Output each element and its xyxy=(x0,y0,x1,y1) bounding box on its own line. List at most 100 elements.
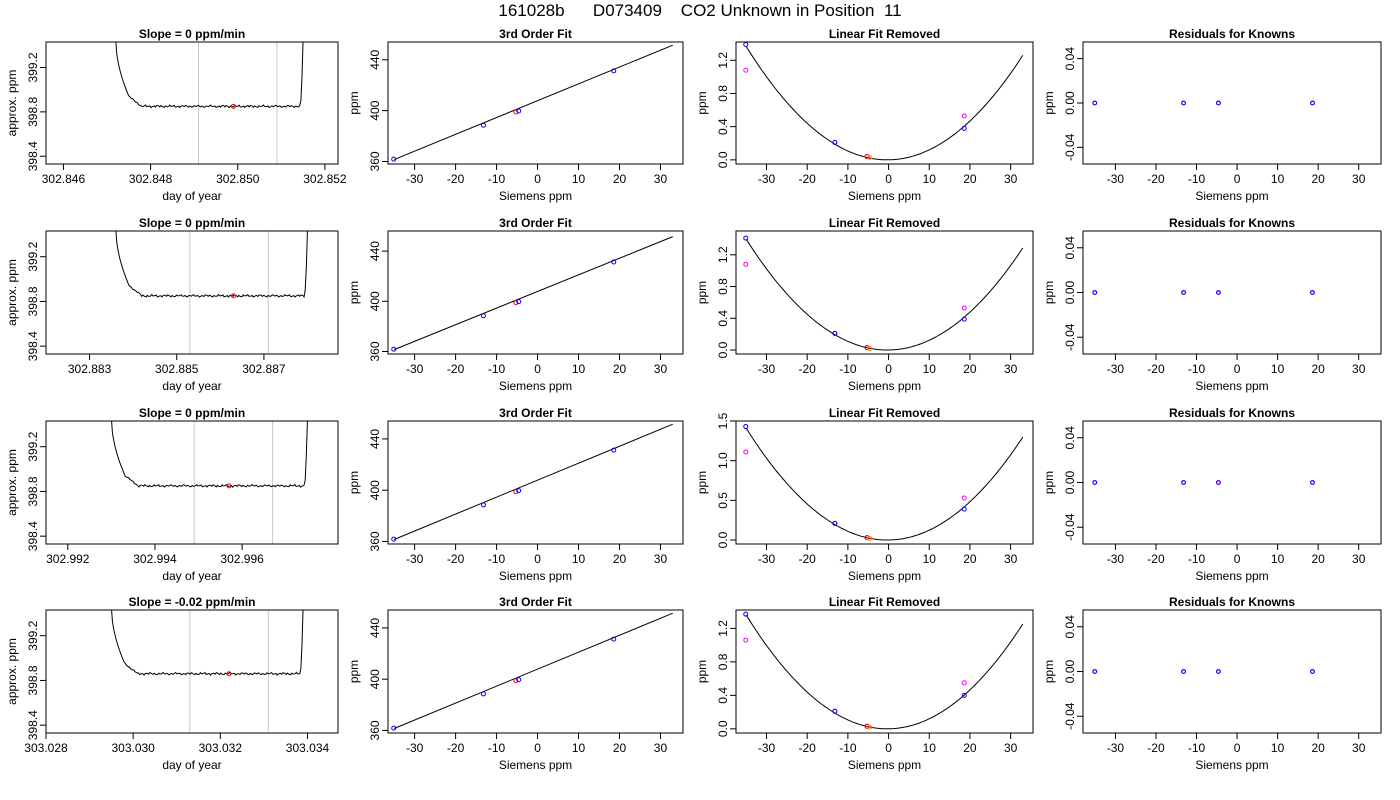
panel-title: Residuals for Knowns xyxy=(1169,406,1295,420)
fit-line xyxy=(393,423,673,540)
x-axis-label: day of year xyxy=(162,189,221,203)
y-axis-label: ppm xyxy=(1042,471,1056,494)
x-tick-label: 10 xyxy=(1271,172,1285,186)
y-tick-label: 360 xyxy=(368,151,382,171)
data-point xyxy=(513,489,519,495)
x-tick-label: 30 xyxy=(1004,552,1018,566)
x-tick-label: -10 xyxy=(1188,741,1206,755)
blue-point xyxy=(743,235,749,241)
residual-point xyxy=(1181,669,1186,674)
x-tick-label: -10 xyxy=(1188,552,1206,566)
magenta-point xyxy=(961,305,967,311)
residual-point xyxy=(1092,669,1098,674)
x-tick-label: 0 xyxy=(1234,741,1241,755)
x-tick-label: -20 xyxy=(1147,362,1165,376)
x-tick-label: 10 xyxy=(572,172,586,186)
x-tick-label: 20 xyxy=(613,172,627,186)
y-tick-label: 0.00 xyxy=(1063,659,1077,683)
x-tick-label: 20 xyxy=(613,362,627,376)
plot-area xyxy=(1092,669,1315,674)
x-tick-label: 302.994 xyxy=(133,552,177,566)
x-tick-label: 30 xyxy=(654,741,668,755)
y-tick-label: 0.0 xyxy=(716,341,730,358)
panel-r3-c2: Linear Fit Removed -30 -20 -10 0 10 20 30 0.0 0.4… xyxy=(695,595,1034,772)
x-axis-label: Siemens ppm xyxy=(1195,189,1268,203)
panel-r1-c1: 3rd Order Fit -30 -20 -10 0 10 20 30 360 400 440 Si… xyxy=(347,216,684,393)
x-axis-label: Siemens ppm xyxy=(499,189,572,203)
x-tick-label: 20 xyxy=(963,552,977,566)
x-tick-label: -20 xyxy=(1147,552,1165,566)
x-tick-label: -10 xyxy=(1188,172,1206,186)
y-tick-label: 0.4 xyxy=(716,118,730,135)
x-axis-label: Siemens ppm xyxy=(499,569,572,583)
y-tick-label: 0.4 xyxy=(716,687,730,704)
analyzer-trace xyxy=(115,231,308,298)
residual-point xyxy=(1310,290,1315,295)
mean-marker xyxy=(230,103,236,109)
x-tick-label: 20 xyxy=(1311,172,1325,186)
x-tick-label: 302.850 xyxy=(216,172,260,186)
residual-point xyxy=(1310,100,1315,106)
x-tick-label: 20 xyxy=(963,172,977,186)
data-point xyxy=(611,259,617,265)
plot-frame xyxy=(735,609,1034,734)
plot-frame xyxy=(45,420,339,545)
panel-title: Linear Fit Removed xyxy=(829,216,940,230)
x-tick-label: -20 xyxy=(799,741,817,755)
x-tick-label: -30 xyxy=(406,172,424,186)
y-tick-label: 360 xyxy=(368,531,382,551)
x-tick-label: 0 xyxy=(534,552,541,566)
blue-point xyxy=(864,345,870,351)
plot-area xyxy=(391,423,673,542)
x-tick-label: -30 xyxy=(758,172,776,186)
x-tick-label: 30 xyxy=(1352,172,1366,186)
x-tick-label: -30 xyxy=(758,741,776,755)
y-axis-label: ppm xyxy=(347,91,361,114)
x-tick-label: 10 xyxy=(572,552,586,566)
y-tick-label: 400 xyxy=(368,480,382,500)
x-tick-label: 20 xyxy=(1311,362,1325,376)
x-axis-label: Siemens ppm xyxy=(848,189,921,203)
panel-r3-c0: Slope = -0.02 ppm/min 303.028 303.030 303.0… xyxy=(5,595,339,772)
y-axis-label: ppm xyxy=(1042,91,1056,114)
y-tick-label: -0.04 xyxy=(1063,323,1077,351)
analyzer-trace xyxy=(111,421,308,488)
plot-area xyxy=(1092,290,1315,295)
x-tick-label: 0 xyxy=(1234,552,1241,566)
fit-line xyxy=(393,612,673,729)
panel-title: 3rd Order Fit xyxy=(499,595,572,609)
x-axis-label: Siemens ppm xyxy=(848,758,921,772)
panel-title: Slope = 0 ppm/min xyxy=(139,27,245,41)
magenta-point xyxy=(961,680,967,686)
x-tick-label: 30 xyxy=(1004,741,1018,755)
x-tick-label: 0 xyxy=(885,552,892,566)
y-tick-label: -0.04 xyxy=(1063,513,1077,541)
plot-frame xyxy=(387,420,684,545)
plot-frame xyxy=(1082,420,1382,545)
y-axis-label: ppm xyxy=(1042,281,1056,304)
plot-frame xyxy=(735,230,1034,355)
x-tick-label: -10 xyxy=(488,172,506,186)
x-tick-label: -20 xyxy=(1147,172,1165,186)
x-tick-label: -30 xyxy=(758,552,776,566)
x-tick-label: -20 xyxy=(799,172,817,186)
residual-curve xyxy=(745,427,1024,541)
y-axis-label: ppm xyxy=(695,281,709,304)
residual-curve xyxy=(745,238,1024,351)
y-tick-label: 0.04 xyxy=(1063,236,1077,260)
plot-frame xyxy=(387,230,684,355)
y-tick-label: 399.2 xyxy=(26,241,40,271)
x-tick-label: 10 xyxy=(572,741,586,755)
panel-r0-c2: Linear Fit Removed -30 -20 -10 0 10 20 30 0.0 0.4… xyxy=(695,27,1034,203)
x-tick-label: 30 xyxy=(1352,552,1366,566)
panel-r3-c3: Residuals for Knowns -30 -20 -10 0 10 20 30 -0.0… xyxy=(1042,595,1382,772)
plot-area xyxy=(743,42,1024,161)
data-point xyxy=(480,502,486,508)
fit-line xyxy=(393,236,673,351)
x-tick-label: -10 xyxy=(839,362,857,376)
y-axis-label: ppm xyxy=(347,471,361,494)
y-tick-label: -0.04 xyxy=(1063,133,1077,161)
blue-point xyxy=(867,535,873,541)
y-tick-label: 400 xyxy=(368,100,382,120)
